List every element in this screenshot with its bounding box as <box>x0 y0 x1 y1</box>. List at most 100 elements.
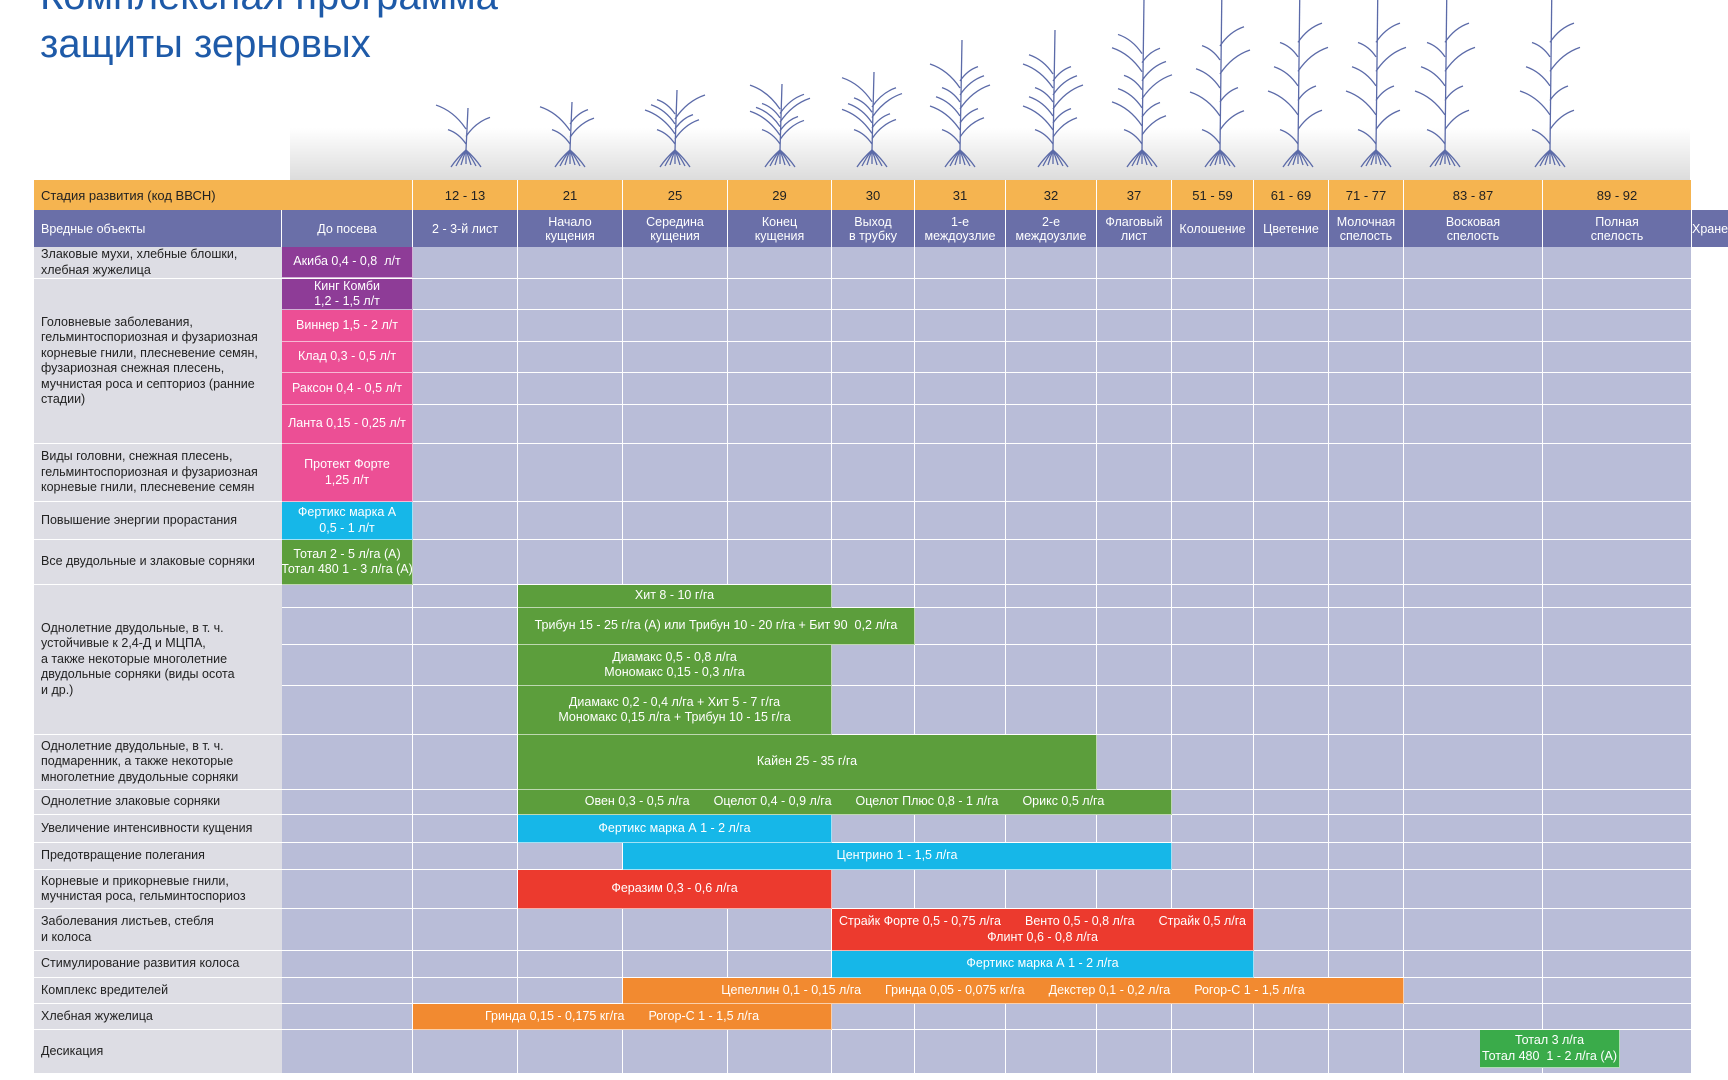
grid-cell <box>1543 310 1692 342</box>
treatment-product: Флинт 0,6 - 0,8 л/га <box>987 929 1098 944</box>
grid-cell <box>728 342 832 373</box>
grid-cell <box>1543 909 1692 951</box>
grid-cell <box>282 1030 413 1074</box>
phase-header-0: До посева <box>282 210 413 247</box>
grid-cell <box>518 909 623 951</box>
grid-cell <box>1543 1004 1692 1030</box>
phase-header-4: Конец кущения <box>728 210 832 247</box>
grid-cell <box>1404 870 1543 909</box>
grid-cell <box>1172 815 1254 843</box>
grid-cell <box>832 310 915 342</box>
phase-header-10: Цветение <box>1254 210 1329 247</box>
grid-cell <box>832 815 915 843</box>
grid-cell <box>1254 790 1329 815</box>
grid-cell <box>1006 1030 1097 1074</box>
plant-stage-1 <box>539 101 595 168</box>
plant-stage-4 <box>841 71 903 168</box>
grid-cell <box>518 405 623 444</box>
grid-cell <box>915 870 1006 909</box>
grid-cell <box>413 909 518 951</box>
grid-cell <box>623 951 728 978</box>
grid-cell <box>1254 444 1329 502</box>
grid-cell <box>1097 373 1172 405</box>
grid-cell <box>1404 247 1543 279</box>
grid-cell <box>1329 645 1404 686</box>
grid-cell <box>1097 645 1172 686</box>
treatment-bar: Кайен 25 - 35 г/га <box>518 735 1097 790</box>
grid-cell <box>1404 342 1543 373</box>
stage-code-14 <box>1692 180 1693 210</box>
treatment-bar: Диамакс 0,5 - 0,8 л/га Мономакс 0,15 - 0… <box>518 645 832 686</box>
grid-cell <box>282 585 413 608</box>
row-label: Комплекс вредителей <box>34 978 282 1004</box>
grid-cell <box>1006 645 1097 686</box>
treatment-bar: Трибун 15 - 25 г/га (А) или Трибун 10 - … <box>518 608 915 645</box>
grid-cell <box>518 502 623 540</box>
grid-cell <box>518 373 623 405</box>
grid-cell <box>1097 608 1172 645</box>
row-label: Однолетние двудольные, в т. ч. устойчивы… <box>34 585 282 735</box>
grid-cell <box>1254 502 1329 540</box>
grid-cell <box>413 735 518 790</box>
treatment-product: Оцелот Плюс 0,8 - 1 л/га <box>855 794 999 809</box>
phase-header-11: Молочная спелость <box>1329 210 1404 247</box>
grid-cell <box>1006 310 1097 342</box>
grid-cell <box>1006 342 1097 373</box>
grid-cell <box>413 686 518 735</box>
grid-cell <box>1329 870 1404 909</box>
plant-stage-7 <box>1111 0 1173 168</box>
grid-cell <box>728 909 832 951</box>
grid-cell <box>518 279 623 310</box>
row-label: Однолетние злаковые сорняки <box>34 790 282 815</box>
phase-header-12: Восковая спелость <box>1404 210 1543 247</box>
grid-cell <box>915 585 1006 608</box>
grid-cell <box>1254 1030 1329 1074</box>
grid-cell <box>413 1030 518 1074</box>
grid-cell <box>1404 1004 1543 1030</box>
grid-cell <box>1006 502 1097 540</box>
grid-cell <box>518 247 623 279</box>
grid-cell <box>413 540 518 585</box>
grid-cell <box>915 310 1006 342</box>
grid-cell <box>1329 373 1404 405</box>
grid-cell <box>832 585 915 608</box>
grid-cell <box>1543 735 1692 790</box>
grid-cell <box>1404 735 1543 790</box>
grid-cell <box>1329 585 1404 608</box>
grid-cell <box>1543 502 1692 540</box>
grid-cell <box>728 279 832 310</box>
grid-cell <box>1404 843 1543 870</box>
plant-stage-8 <box>1189 0 1251 168</box>
grid-cell <box>915 1030 1006 1074</box>
grid-cell <box>915 1004 1006 1030</box>
grid-cell <box>1254 815 1329 843</box>
grid-cell <box>832 1030 915 1074</box>
plant-stage-6 <box>1022 29 1084 168</box>
grid-cell <box>832 502 915 540</box>
grid-cell <box>1097 815 1172 843</box>
grid-cell <box>915 342 1006 373</box>
grid-cell <box>1006 870 1097 909</box>
grid-cell <box>1404 790 1543 815</box>
grid-cell <box>1254 247 1329 279</box>
grid-cell <box>1172 310 1254 342</box>
plant-stage-12 <box>1519 0 1581 168</box>
plant-stage-backdrop <box>290 128 1690 180</box>
grid-cell <box>413 247 518 279</box>
grid-cell <box>1006 815 1097 843</box>
plant-stage-3 <box>749 83 811 168</box>
treatment-bar: Виннер 1,5 - 2 л/т <box>282 310 413 342</box>
grid-cell <box>1097 540 1172 585</box>
grid-cell <box>518 342 623 373</box>
treatment-product: Страйк Форте 0,5 - 0,75 л/га <box>839 914 1002 928</box>
phase-header-14: Хранение <box>1692 210 1728 247</box>
treatment-bar: Фертикс марка А 1 - 2 л/га <box>518 815 832 843</box>
grid-cell <box>1006 540 1097 585</box>
grid-cell <box>728 502 832 540</box>
row-label: Стимулирование развития колоса <box>34 951 282 978</box>
grid-cell <box>413 608 518 645</box>
grid-cell <box>1404 444 1543 502</box>
treatment-product: Гринда 0,15 - 0,175 кг/га <box>484 1008 625 1023</box>
grid-cell <box>1329 1030 1404 1074</box>
grid-cell <box>1254 870 1329 909</box>
